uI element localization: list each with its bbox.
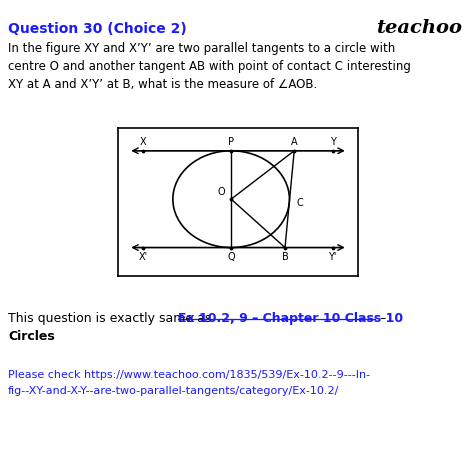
Text: B: B bbox=[282, 252, 288, 262]
Text: In the figure XY and X’Y’ are two parallel tangents to a circle with: In the figure XY and X’Y’ are two parall… bbox=[8, 42, 395, 55]
Text: fig--XY-and-X-Y--are-two-parallel-tangents/category/Ex-10.2/: fig--XY-and-X-Y--are-two-parallel-tangen… bbox=[8, 386, 339, 396]
Text: O: O bbox=[217, 187, 225, 197]
Text: C: C bbox=[296, 198, 303, 208]
Text: centre O and another tangent AB with point of contact C interesting: centre O and another tangent AB with poi… bbox=[8, 60, 411, 73]
Text: Q: Q bbox=[228, 252, 235, 262]
Text: A: A bbox=[291, 137, 298, 147]
Text: teachoo: teachoo bbox=[376, 19, 462, 37]
Text: Circles: Circles bbox=[8, 330, 55, 343]
Text: P: P bbox=[228, 137, 234, 147]
Text: X: X bbox=[140, 137, 146, 147]
Text: Please check https://www.teachoo.com/1835/539/Ex-10.2--9---In-: Please check https://www.teachoo.com/183… bbox=[8, 370, 370, 380]
Text: Question 30 (Choice 2): Question 30 (Choice 2) bbox=[8, 22, 187, 36]
Text: X': X' bbox=[139, 252, 148, 262]
Text: This question is exactly same as: This question is exactly same as bbox=[8, 312, 215, 325]
Text: Y': Y' bbox=[328, 252, 337, 262]
Text: –: – bbox=[376, 312, 386, 325]
Text: Ex 10.2, 9 – Chapter 10 Class 10: Ex 10.2, 9 – Chapter 10 Class 10 bbox=[178, 312, 403, 325]
Text: Y: Y bbox=[330, 137, 336, 147]
Text: XY at A and X’Y’ at B, what is the measure of ∠AOB.: XY at A and X’Y’ at B, what is the measu… bbox=[8, 78, 317, 91]
